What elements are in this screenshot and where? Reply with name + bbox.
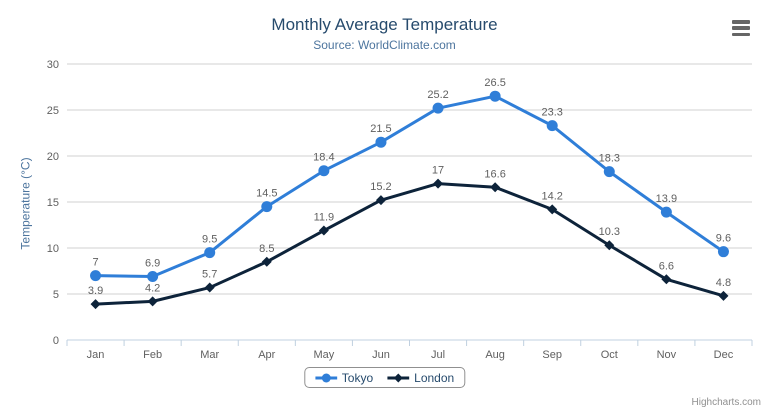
data-label-london-may: 11.9 (314, 212, 335, 224)
data-point-london-may[interactable] (318, 225, 329, 236)
data-label-london-feb: 4.2 (145, 282, 160, 294)
x-axis-label: Apr (258, 349, 275, 361)
data-point-london-nov[interactable] (661, 274, 672, 285)
data-label-tokyo-mar: 9.5 (202, 234, 217, 246)
series-line-tokyo (94, 94, 725, 279)
data-label-tokyo-jan: 7 (92, 257, 98, 269)
data-label-tokyo-may: 18.4 (313, 152, 334, 164)
legend-label-london: London (414, 370, 455, 385)
data-point-london-sep[interactable] (547, 204, 558, 215)
data-label-london-dec: 4.8 (716, 277, 731, 289)
data-label-london-mar: 5.7 (202, 269, 217, 281)
data-point-tokyo-jan[interactable] (90, 270, 102, 282)
data-label-tokyo-feb: 6.9 (145, 258, 160, 270)
data-point-tokyo-may[interactable] (318, 165, 330, 177)
data-label-tokyo-apr: 14.5 (256, 188, 277, 200)
data-point-london-jan[interactable] (90, 299, 101, 310)
x-axis-label: Mar (200, 349, 219, 361)
data-point-tokyo-oct[interactable] (603, 166, 615, 178)
x-axis-label: Dec (714, 349, 734, 361)
chart-title: Monthly Average Temperature (271, 15, 498, 34)
y-axis-tick-label: 10 (47, 243, 59, 255)
data-point-tokyo-apr[interactable] (261, 201, 273, 213)
data-point-tokyo-sep[interactable] (546, 120, 558, 132)
x-axis-label: Sep (542, 349, 562, 361)
legend-item-tokyo[interactable]: Tokyo (314, 370, 374, 385)
data-label-tokyo-aug: 26.5 (484, 77, 505, 89)
data-point-london-mar[interactable] (204, 282, 215, 293)
legend-item-london[interactable]: London (387, 371, 454, 385)
data-label-tokyo-nov: 13.9 (656, 193, 677, 205)
data-label-london-jul: 17 (432, 165, 444, 177)
x-axis-label: May (313, 349, 334, 361)
data-label-london-jun: 15.2 (370, 181, 391, 193)
legend-marker-diamond-icon (387, 373, 410, 382)
hamburger-menu-icon (732, 32, 750, 36)
data-point-tokyo-aug[interactable] (489, 90, 501, 102)
y-axis-tick-label: 25 (47, 105, 59, 117)
data-point-tokyo-jun[interactable] (375, 136, 387, 148)
x-axis-label: Oct (601, 349, 618, 361)
data-point-london-jul[interactable] (433, 178, 444, 189)
data-point-london-feb[interactable] (147, 296, 158, 307)
y-axis-tick-label: 30 (47, 59, 59, 71)
data-point-london-dec[interactable] (718, 290, 729, 301)
series-line-london (94, 182, 725, 306)
data-point-tokyo-feb[interactable] (147, 271, 159, 283)
legend-label-tokyo: Tokyo (341, 370, 374, 385)
context-menu-button[interactable] (732, 20, 750, 36)
hamburger-menu-icon (732, 26, 750, 30)
data-label-london-nov: 6.6 (659, 260, 674, 272)
data-point-tokyo-dec[interactable] (717, 246, 729, 258)
x-axis-label: Jan (87, 349, 105, 361)
data-label-tokyo-jul: 25.2 (427, 89, 448, 101)
chart-subtitle: Source: WorldClimate.com (313, 38, 456, 52)
data-label-tokyo-sep: 23.3 (541, 107, 562, 119)
y-axis-tick-label: 0 (53, 335, 59, 347)
data-label-tokyo-jun: 21.5 (370, 123, 391, 135)
data-label-tokyo-dec: 9.6 (716, 233, 731, 245)
y-axis-tick-label: 20 (47, 151, 59, 163)
data-point-tokyo-nov[interactable] (660, 206, 672, 218)
x-axis-label: Aug (485, 349, 505, 361)
data-point-tokyo-mar[interactable] (204, 247, 216, 259)
data-point-london-jun[interactable] (375, 195, 386, 206)
data-point-london-oct[interactable] (604, 240, 615, 251)
data-point-london-apr[interactable] (261, 256, 272, 267)
y-axis-tick-label: 15 (47, 197, 59, 209)
data-label-london-aug: 16.6 (484, 168, 505, 180)
data-label-london-jan: 3.9 (88, 285, 103, 297)
data-label-london-apr: 8.5 (259, 243, 274, 255)
hamburger-menu-icon (732, 20, 750, 24)
x-axis-label: Feb (143, 349, 162, 361)
legend: Tokyo London (303, 367, 466, 388)
y-axis-title: Temperature (°C) (18, 157, 33, 250)
y-axis-tick-label: 5 (53, 289, 59, 301)
data-label-london-sep: 14.2 (541, 190, 562, 202)
credits-link[interactable]: Highcharts.com (691, 397, 761, 408)
data-point-london-aug[interactable] (490, 182, 501, 193)
data-point-tokyo-jul[interactable] (432, 102, 444, 114)
data-label-tokyo-oct: 18.3 (599, 153, 620, 165)
x-axis-label: Jul (431, 349, 445, 361)
x-axis-label: Nov (657, 349, 677, 361)
data-label-london-oct: 10.3 (599, 226, 620, 238)
legend-marker-circle-icon (314, 373, 337, 382)
x-axis-label: Jun (372, 349, 390, 361)
